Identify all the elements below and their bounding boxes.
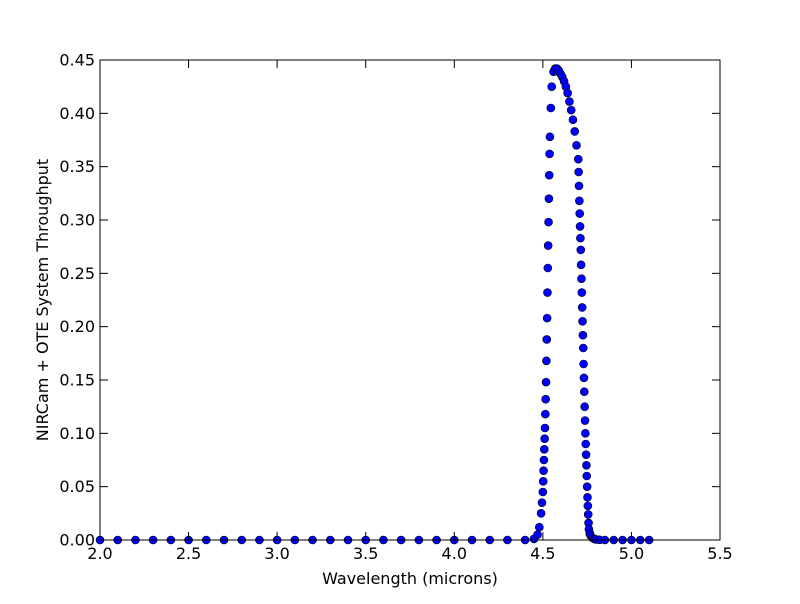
y-tick-label: 0.45 [59, 51, 95, 70]
data-point [546, 103, 556, 113]
data-point [541, 409, 550, 419]
data-point [581, 439, 591, 449]
data-point [541, 394, 550, 404]
data-point [547, 82, 557, 91]
y-tick-label: 0.15 [59, 371, 95, 390]
data-point [575, 222, 585, 231]
data-point [575, 196, 584, 206]
data-point [580, 402, 589, 411]
data-point [573, 154, 583, 164]
data-point [582, 461, 591, 470]
data-point [577, 274, 586, 283]
y-tick-label: 0.00 [59, 531, 95, 550]
y-tick-label: 0.30 [59, 211, 95, 230]
data-point [544, 194, 554, 203]
data-point [582, 471, 592, 481]
x-axis-label: Wavelength (microns) [322, 569, 498, 588]
data-point [581, 429, 590, 438]
data-point [576, 260, 586, 270]
data-point [545, 149, 554, 159]
data-point [568, 115, 578, 125]
y-tick-label: 0.10 [59, 424, 95, 443]
data-point [540, 434, 549, 443]
x-tick-label: 2.0 [87, 544, 112, 563]
y-tick-label: 0.35 [59, 157, 95, 176]
data-point [542, 335, 552, 344]
data-point [535, 522, 544, 532]
data-point [544, 170, 554, 180]
data-point [539, 445, 549, 454]
data-point [579, 373, 589, 383]
data-point [583, 510, 593, 519]
data-point [574, 167, 583, 177]
data-point [539, 466, 548, 475]
data-point [538, 487, 548, 497]
data-point [580, 416, 590, 425]
data-point [578, 330, 588, 340]
data-point [543, 263, 553, 273]
data-point [577, 288, 587, 297]
plot-background [100, 60, 720, 540]
data-point [582, 482, 592, 491]
data-point [533, 530, 542, 539]
data-point [583, 493, 592, 502]
data-point [583, 501, 593, 511]
data-point [538, 477, 548, 486]
data-points [95, 64, 654, 545]
x-tick-label: 5.5 [707, 544, 732, 563]
data-point [578, 317, 587, 326]
axes-frame [99, 59, 721, 541]
data-point [576, 233, 585, 243]
data-point [574, 181, 584, 191]
data-point [539, 455, 549, 465]
data-point [578, 343, 588, 353]
data-point [545, 132, 555, 142]
axes: 2.0 2.5 3.0 3.5 4.0 4.5 5.0 5.5 0.00 0.05 0.10 0.15… [59, 51, 732, 564]
x-tick-label: 3.5 [353, 544, 378, 563]
data-point [575, 209, 585, 218]
y-axis-label: NIRCam + OTE System Throughput [33, 159, 52, 441]
data-point [544, 217, 553, 227]
data-point [565, 97, 574, 106]
x-tick-label: 4.0 [442, 544, 467, 563]
data-point [581, 450, 591, 459]
data-point [563, 88, 572, 98]
x-tick-label: 3.0 [264, 544, 289, 563]
data-point [536, 509, 546, 518]
data-point [543, 241, 553, 250]
data-point [542, 356, 551, 366]
data-point [572, 141, 581, 150]
data-point [543, 288, 552, 297]
data-point [570, 127, 580, 136]
y-tick-label: 0.40 [59, 104, 95, 123]
y-tick-label: 0.05 [59, 477, 95, 496]
data-point [576, 245, 586, 255]
data-point [537, 498, 547, 507]
data-point [579, 359, 588, 369]
y-tick-label: 0.20 [59, 317, 95, 336]
data-point [541, 377, 551, 387]
x-tick-label: 4.5 [530, 544, 555, 563]
plot-area [100, 60, 720, 540]
data-point [542, 313, 552, 323]
data-point [540, 423, 550, 433]
y-tick-label: 0.25 [59, 264, 95, 283]
x-tick-label: 5.0 [619, 544, 644, 563]
x-tick-label: 2.5 [176, 544, 201, 563]
data-point [580, 387, 589, 397]
data-point [577, 303, 587, 312]
data-point [566, 105, 576, 115]
